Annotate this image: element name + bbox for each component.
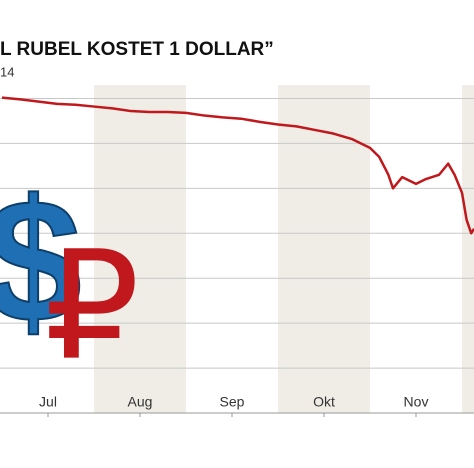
x-tick-label: Jul (39, 394, 57, 410)
ruble-symbol: ₽ (44, 222, 139, 390)
x-tick-label: Aug (128, 394, 153, 410)
chart-subtitle: 14 (0, 64, 14, 79)
month-band (462, 85, 474, 413)
x-tick-label: Nov (404, 394, 429, 410)
month-band (278, 85, 370, 413)
dollar-symbol: $ (0, 164, 82, 359)
chart-title: L RUBEL KOSTET 1 DOLLAR” (0, 39, 274, 60)
month-band (94, 85, 186, 413)
x-tick-label: Okt (313, 394, 335, 410)
line-series (1, 96, 474, 235)
x-tick-label: Sep (220, 394, 245, 410)
